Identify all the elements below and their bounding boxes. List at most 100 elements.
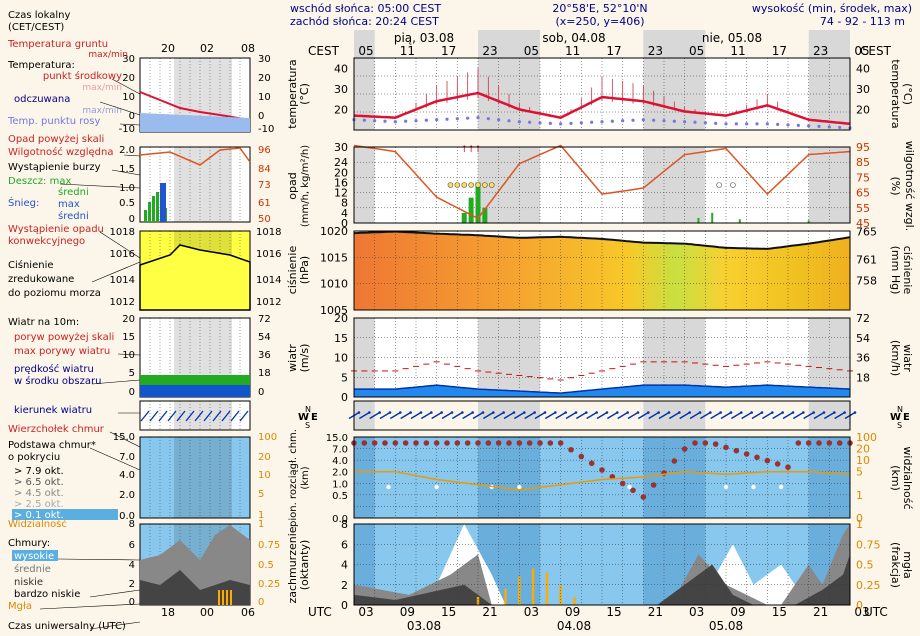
legend-tick: 73 <box>258 180 271 191</box>
wind-direction-arrow <box>792 411 804 420</box>
wind-direction-head <box>388 411 392 414</box>
dew-point-dot <box>652 118 656 122</box>
legend-tick: 0.75 <box>258 540 280 551</box>
legend-mini-frame <box>139 400 251 431</box>
dew-point-dot <box>724 122 728 126</box>
temp-tick-right: 30 <box>856 83 870 96</box>
wind-direction-head <box>543 411 547 414</box>
storm-marker <box>454 182 461 188</box>
cloud-top-dot <box>506 440 512 446</box>
wind-direction-head <box>812 411 815 414</box>
wind-direction-head <box>647 411 650 414</box>
fog-bar <box>559 584 562 605</box>
wind-direction-head <box>740 411 743 414</box>
altitude-label: wysokość (min, środek, max) <box>752 2 912 15</box>
wind-direction-head <box>657 411 660 414</box>
night-band <box>808 437 850 518</box>
wind-direction-arrow <box>555 411 567 420</box>
fog-tick: 0.25 <box>856 579 881 592</box>
cloud-top-dot <box>547 440 554 446</box>
altitude-values: 74 - 92 - 113 m <box>820 15 905 28</box>
wind-kmh-tick: 54 <box>856 332 870 345</box>
legend-tick: 10 <box>122 350 135 361</box>
dew-point-dot <box>807 124 811 128</box>
legend-cl_mid: średnie <box>14 563 51 575</box>
cloud-top-dot <box>516 440 523 446</box>
cloudbase-tick: 7.0 <box>332 445 348 456</box>
wind-direction-head <box>368 411 371 414</box>
wind-direction-arrow <box>699 411 711 420</box>
cloud-top-dot <box>402 440 409 446</box>
wind-direction-head <box>502 411 505 414</box>
legend-tick: 20 <box>258 73 271 84</box>
wind-direction-arrow <box>637 411 649 420</box>
legend-pointer <box>91 261 141 283</box>
dew-point-dot <box>445 117 449 121</box>
legend-mini-panel <box>140 437 250 518</box>
axis-label: widzialność <box>901 446 914 509</box>
legend-clouds: Chmury: <box>8 538 50 549</box>
cloud-base-dot <box>751 484 756 490</box>
dew-point-dot <box>435 118 439 122</box>
local-hour-tick: 11 <box>400 44 415 58</box>
cloud-top-dot <box>836 440 843 446</box>
temp-tick-right: 20 <box>856 103 870 116</box>
wind-tick: 10 <box>334 352 348 365</box>
dew-point-dot <box>734 122 738 126</box>
wind-direction-arrow <box>472 411 484 420</box>
dew-point-dot <box>497 118 501 122</box>
wind-direction-arrow <box>596 411 608 420</box>
legend-tick: 6 <box>129 540 135 551</box>
legend-fog-bar <box>218 590 220 605</box>
legend-tick: 30 <box>258 54 271 65</box>
cloud-top-dot <box>433 440 440 446</box>
legend-pointer <box>57 558 141 561</box>
cloud-top-dot <box>754 454 760 461</box>
wind-direction-arrow <box>565 411 577 420</box>
axis-label: ciśnienie <box>901 246 914 295</box>
wind-direction-arrow <box>534 411 546 420</box>
wind-direction-arrow <box>482 411 494 420</box>
dew-point-dot <box>796 123 800 127</box>
legend-okt_65: > 6.5 okt. <box>14 477 64 488</box>
cloud-base-dot <box>386 484 391 490</box>
wind-direction-arrow <box>358 411 370 420</box>
legend-tick: 1016 <box>256 249 281 260</box>
night-band <box>478 437 540 518</box>
dew-point-dot <box>817 124 821 128</box>
legend-snow: Śnieg: <box>8 196 39 209</box>
wind-direction-head <box>595 411 598 414</box>
cloud-top-dot <box>795 440 802 446</box>
legend-local-time: (CET/CEST) <box>8 22 64 33</box>
axis-label: (km) <box>300 466 311 489</box>
wind-tick: 15 <box>334 332 348 345</box>
legend-tick: 20 <box>258 452 271 463</box>
night-band <box>354 30 375 58</box>
legend-storm: Wystąpienie burzy <box>8 162 101 173</box>
wind-direction-head <box>585 411 588 414</box>
legend-tick: -10 <box>258 124 274 135</box>
legend-tick: 4.0 <box>119 470 135 481</box>
panel-bg <box>354 147 850 223</box>
legend-ground_temp_sub: max/min <box>88 50 128 60</box>
dew-point-dot <box>424 118 428 122</box>
humidity-line <box>353 144 851 220</box>
legend-cl_low: niskie <box>14 577 43 588</box>
dew-point-dot <box>476 116 480 120</box>
wind-direction-head <box>667 411 671 414</box>
compass-e: E <box>903 412 910 423</box>
night-band <box>808 30 850 58</box>
cloud-top-dot <box>475 440 481 446</box>
fog-bar <box>476 596 480 605</box>
legend-tick: 1016 <box>110 249 135 260</box>
pressure-tick: 1020 <box>320 225 348 238</box>
dew-point-dot <box>414 119 418 123</box>
legend-wind-arrow <box>239 410 249 422</box>
legend-night-band <box>174 437 232 518</box>
legend-temp_mid: punkt środkowy <box>43 70 122 82</box>
local-hour-tick: 05 <box>524 44 539 58</box>
fog-bar <box>573 596 576 605</box>
rain-bar <box>468 197 474 223</box>
wind-direction-arrow <box>772 411 784 420</box>
